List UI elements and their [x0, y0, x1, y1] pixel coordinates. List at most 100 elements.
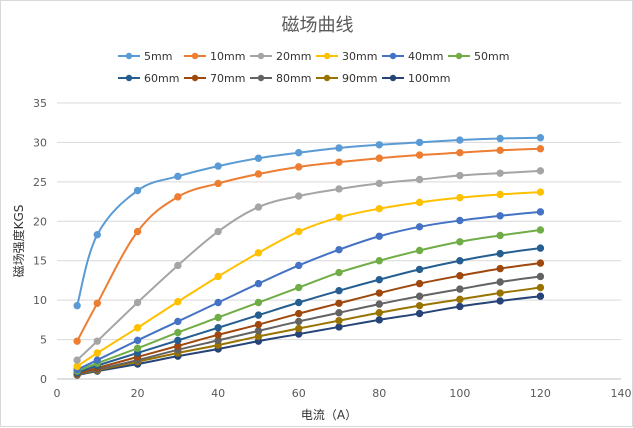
data-point: [335, 144, 343, 152]
axes: 0 5 10 15 20 25 30 35 0 20 40 60 80 100 120 140: [33, 97, 632, 400]
chart-title: 磁场曲线: [281, 15, 354, 36]
data-point: [375, 316, 383, 324]
series-10mm: [73, 145, 545, 345]
data-point: [456, 295, 464, 304]
y-tick-label: 35: [33, 97, 47, 110]
y-tick-label: 15: [33, 255, 47, 268]
legend-label: 100mm: [408, 72, 450, 85]
data-point: [375, 179, 383, 188]
data-point: [496, 231, 504, 240]
x-tick-label: 40: [211, 387, 225, 400]
data-point: [254, 311, 263, 319]
legend-marker: [389, 52, 397, 60]
series-100mm: [73, 292, 545, 379]
data-point: [73, 356, 81, 364]
data-point: [335, 245, 343, 254]
x-tick-label: 80: [372, 387, 386, 400]
data-point: [295, 227, 303, 236]
data-point: [496, 212, 504, 220]
series-20mm: [73, 167, 545, 364]
data-point: [214, 179, 222, 188]
data-point: [496, 249, 504, 258]
data-point: [536, 259, 545, 267]
data-point: [214, 313, 222, 322]
series-60mm: [73, 244, 545, 377]
x-tick-label: 0: [54, 387, 61, 400]
legend-label: 40mm: [408, 50, 443, 63]
x-tick-label: 100: [449, 387, 470, 400]
x-tick-label: 120: [530, 387, 551, 400]
data-point: [133, 186, 142, 195]
legend-marker: [257, 52, 265, 60]
legend: 5mm 10mm 20mm 30mm 40mm 50mm 60mm 70mm 80mm 90mm 1…: [118, 50, 509, 85]
data-point: [496, 134, 504, 143]
series-lines: [73, 133, 545, 379]
legend-marker: [125, 52, 133, 60]
data-point: [375, 257, 383, 265]
series-5mm: [73, 133, 545, 310]
data-point: [93, 337, 101, 345]
y-axis-label: 磁场强度KGS: [11, 205, 26, 278]
data-point: [295, 163, 303, 171]
legend-marker: [323, 74, 331, 82]
data-point: [254, 320, 263, 329]
data-point: [375, 275, 383, 284]
data-point: [496, 297, 504, 305]
data-point: [174, 336, 182, 345]
data-point: [496, 289, 504, 297]
data-point: [335, 158, 343, 166]
legend-marker: [191, 74, 199, 82]
legend-item-10mm: 10mm: [184, 50, 245, 63]
data-point: [295, 148, 303, 157]
series-line: [76, 147, 541, 342]
data-point: [496, 278, 504, 286]
data-point: [536, 226, 545, 234]
data-point: [214, 298, 222, 307]
data-point: [375, 232, 383, 240]
data-point: [536, 208, 545, 216]
data-point: [456, 171, 464, 180]
legend-marker: [455, 52, 463, 60]
data-point: [375, 300, 383, 308]
data-point: [415, 151, 424, 159]
data-point: [456, 285, 464, 293]
data-point: [415, 175, 424, 184]
data-point: [254, 279, 263, 288]
data-point: [536, 244, 545, 252]
data-point: [214, 227, 222, 236]
data-point: [496, 264, 504, 273]
data-point: [73, 301, 81, 310]
data-point: [133, 227, 142, 236]
x-tick-label: 20: [131, 387, 145, 400]
data-point: [295, 324, 303, 333]
legend-item-40mm: 40mm: [382, 50, 443, 63]
data-point: [415, 198, 424, 207]
data-point: [456, 216, 464, 225]
legend-label: 10mm: [210, 50, 245, 63]
legend-item-80mm: 80mm: [250, 72, 311, 85]
y-tick-label: 0: [40, 373, 47, 386]
data-point: [73, 362, 81, 371]
data-point: [214, 324, 222, 332]
x-tick-label: 60: [292, 387, 306, 400]
legend-label: 20mm: [276, 50, 311, 63]
data-point: [254, 154, 263, 162]
series-70mm: [73, 259, 545, 378]
data-point: [335, 286, 343, 295]
data-point: [254, 249, 263, 257]
data-point: [536, 283, 545, 292]
legend-marker: [323, 52, 331, 60]
data-point: [456, 271, 464, 280]
legend-marker: [125, 74, 133, 82]
data-point: [456, 193, 464, 202]
y-tick-label: 5: [40, 334, 47, 347]
x-axis-label: 电流（A）: [301, 408, 357, 422]
legend-item-50mm: 50mm: [448, 50, 509, 63]
data-point: [375, 309, 383, 317]
data-point: [536, 145, 545, 153]
data-point: [335, 213, 343, 222]
data-point: [456, 238, 464, 246]
data-point: [254, 203, 263, 211]
